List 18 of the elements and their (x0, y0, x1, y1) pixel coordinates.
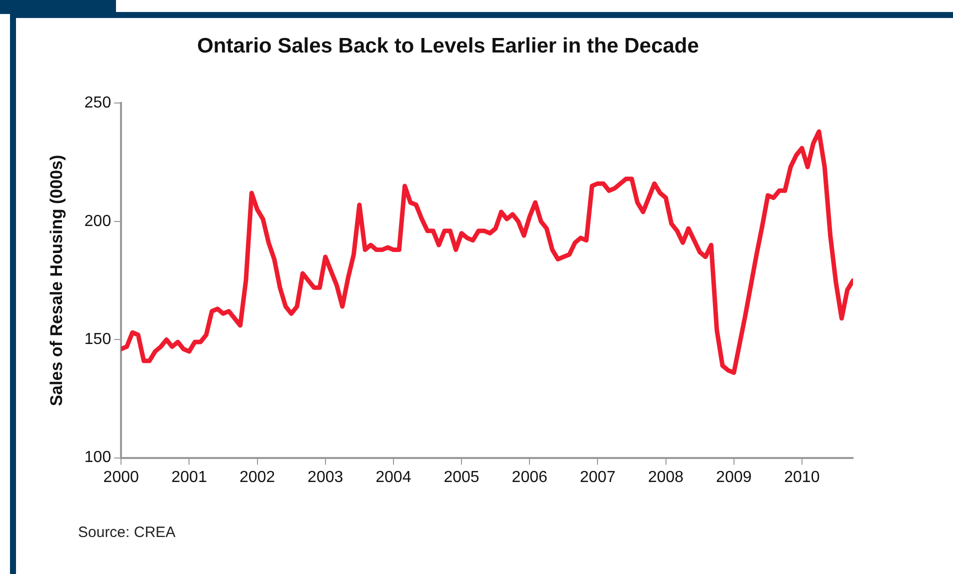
x-tick-label: 2007 (580, 468, 616, 486)
y-tick-label: 200 (84, 212, 112, 230)
x-tick-label: 2000 (103, 468, 139, 486)
x-tick-label: 2010 (784, 468, 820, 486)
x-tick-label: 2005 (444, 468, 480, 486)
x-tick-label: 2009 (716, 468, 752, 486)
y-axis-title: Sales of Resale Housing (000s) (46, 154, 66, 406)
y-tick-label: 100 (84, 449, 112, 466)
source-note: Source: CREA (78, 524, 176, 542)
x-tick-label: 2003 (308, 468, 344, 486)
y-tick-label: 250 (84, 94, 112, 112)
x-tick-label: 2008 (648, 468, 684, 486)
x-tick-label: 2006 (512, 468, 548, 486)
y-tick-label: 150 (84, 331, 112, 348)
x-tick-label: 2004 (376, 468, 412, 486)
x-tick-label: 2001 (171, 468, 208, 486)
chart-title: Ontario Sales Back to Levels Earlier in the Decade (197, 34, 699, 58)
x-tick-label: 2002 (239, 468, 276, 486)
